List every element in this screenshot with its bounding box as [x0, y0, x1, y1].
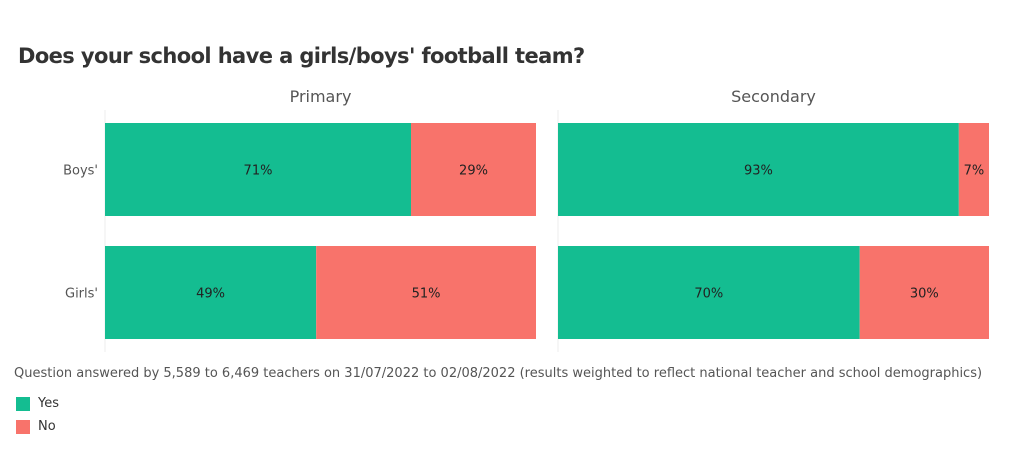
bar-no	[316, 246, 536, 339]
data-label: 71%	[244, 164, 273, 179]
chart-note: Question answered by 5,589 to 6,469 teac…	[14, 366, 983, 381]
category-label: Girls'	[65, 287, 98, 302]
data-label: 51%	[412, 287, 441, 302]
bar-no	[958, 123, 989, 216]
data-label: 30%	[910, 287, 939, 302]
legend-item-yes: Yes	[16, 396, 59, 411]
legend-swatch-no	[16, 419, 30, 434]
legend-swatch-yes	[16, 396, 30, 411]
legend-label-no: No	[38, 419, 56, 434]
data-label: 49%	[196, 287, 225, 302]
data-label: 70%	[694, 287, 723, 302]
data-label: 7%	[964, 164, 985, 179]
legend-item-no: No	[16, 419, 56, 434]
panel-title: Secondary	[731, 87, 816, 106]
bar-yes	[558, 246, 860, 339]
panel-title: Primary	[290, 87, 352, 106]
bar-yes	[105, 123, 412, 216]
chart-title: Does your school have a girls/boys' foot…	[18, 44, 585, 68]
bar-yes	[105, 246, 317, 339]
category-label: Boys'	[63, 164, 98, 179]
bar-no	[411, 123, 536, 216]
data-label: 93%	[744, 164, 773, 179]
bar-no	[859, 246, 989, 339]
legend-label-yes: Yes	[38, 396, 59, 411]
bar-yes	[558, 123, 959, 216]
data-label: 29%	[459, 164, 488, 179]
